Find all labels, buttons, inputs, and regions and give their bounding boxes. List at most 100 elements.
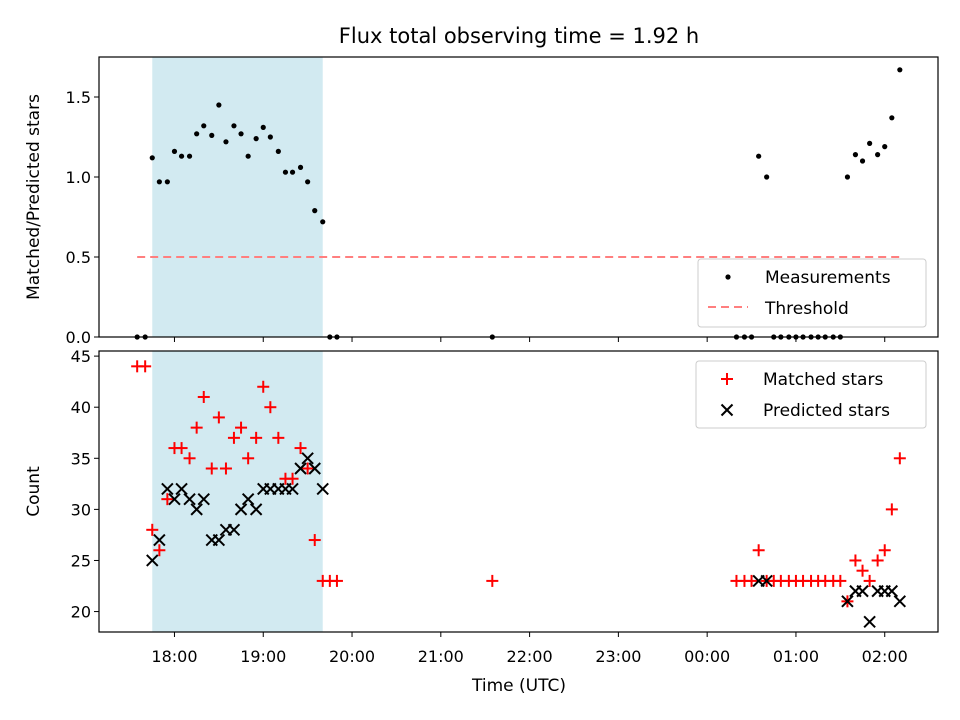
predicted-stars-point [227, 523, 241, 537]
measurements-point [201, 123, 207, 129]
predicted-stars-point [893, 595, 907, 608]
predicted-stars-point [146, 554, 159, 567]
y-tick-label: 30 [71, 500, 91, 519]
matched-stars-point [219, 462, 232, 475]
measurements-point [897, 67, 903, 73]
predicted-stars-point [841, 595, 854, 608]
matched-stars-point [745, 574, 758, 587]
legend-box [695, 360, 927, 429]
measurements-point [194, 131, 200, 137]
measurements-point [844, 174, 851, 180]
y-tick-label: 0.0 [66, 328, 91, 347]
y-tick-label: 20 [71, 603, 91, 622]
measurements-point [882, 144, 888, 150]
predicted-stars-point [301, 452, 314, 465]
legend-symbol-measurements [725, 274, 731, 280]
predicted-stars-point [308, 462, 321, 475]
y-tick-label: 45 [71, 347, 91, 366]
matched-stars-point [139, 360, 152, 373]
matched-stars-point [856, 564, 869, 577]
shaded-span [152, 57, 323, 337]
matched-stars-point [183, 452, 196, 465]
measurements-point [223, 139, 229, 145]
matched-stars-point [153, 544, 166, 557]
matched-stars-point [227, 431, 240, 444]
matched-stars-point [878, 544, 891, 557]
legend-symbol-predicted-stars [720, 403, 734, 417]
matched-stars-point [294, 442, 307, 455]
measurements-point [156, 179, 162, 185]
measurements-point [852, 152, 859, 158]
legend-box [697, 258, 927, 328]
measurements-point [209, 132, 215, 138]
measurements-point [171, 148, 178, 154]
y-tick-label: 25 [71, 551, 91, 570]
matched-stars-point [308, 534, 321, 547]
matched-stars-point [190, 421, 203, 434]
x-tick-label: 00:00 [684, 647, 730, 666]
top-y-axis-label: Matched/Predicted stars [24, 94, 44, 300]
matched-stars-point [242, 452, 255, 465]
predicted-stars-point [168, 492, 181, 506]
legend-label-matched-stars: Matched stars [763, 370, 883, 390]
matched-stars-point [885, 503, 898, 516]
x-axis-label: Time (UTC) [471, 676, 566, 696]
x-tick-label: 01:00 [773, 647, 819, 666]
measurements-point [275, 148, 281, 154]
matched-stars-point [272, 431, 285, 444]
x-tick-label: 21:00 [418, 647, 464, 666]
matched-stars-point [205, 462, 218, 475]
measurements-point [245, 153, 251, 159]
matched-stars-point [235, 421, 248, 434]
predicted-stars-point [234, 503, 248, 516]
measurements-point [216, 102, 222, 108]
top-legend: Measurements Threshold [697, 258, 927, 328]
legend-plus-marker [721, 373, 733, 385]
predicted-stars-point [885, 584, 899, 598]
measurements-point [282, 169, 289, 175]
measurements-point [238, 131, 244, 137]
x-tick-label: 18:00 [151, 647, 197, 666]
measurements-point [305, 179, 311, 185]
matched-stars-point [871, 554, 884, 567]
matched-stars-point [752, 544, 765, 557]
x-tick-label: 02:00 [862, 647, 908, 666]
predicted-stars-point [161, 482, 174, 496]
matched-stars-point [212, 411, 225, 424]
matched-stars-point [301, 462, 314, 475]
matched-stars-point [863, 574, 876, 587]
legend-label-threshold: Threshold [764, 299, 849, 319]
matched-stars-point [197, 390, 210, 403]
matched-stars-point [146, 523, 159, 536]
y-tick-label: 1.5 [66, 88, 91, 107]
measurements-point [297, 164, 304, 170]
matched-stars-point [286, 472, 299, 485]
x-tick-label: 20:00 [329, 647, 375, 666]
measurements-point [149, 155, 155, 161]
y-tick-label: 40 [71, 398, 91, 417]
top-panel-frame [98, 56, 939, 338]
measurements-point [260, 124, 266, 130]
predicted-stars-point [241, 492, 255, 506]
matched-stars-point [486, 574, 499, 587]
x-tick-label: 22:00 [507, 647, 553, 666]
bottom-panel: 20 25 30 35 40 45 Count Matched stars Predict… [24, 347, 939, 637]
matched-stars-point [330, 574, 343, 587]
predicted-stars-point [249, 503, 263, 516]
top-panel: 0.0 0.5 1.0 1.5 Matched/Predicted stars Mea… [24, 56, 939, 347]
measurements-point [756, 153, 762, 159]
predicted-stars-point [197, 492, 210, 506]
legend-label-predicted-stars: Predicted stars [763, 401, 890, 421]
predicted-stars-point [183, 492, 196, 506]
measurements-point [178, 153, 185, 159]
measurements-point [312, 208, 318, 214]
measurements-point [867, 140, 873, 146]
matched-stars-point [257, 380, 270, 393]
matched-stars-point [161, 493, 174, 506]
measurements-point [186, 153, 193, 159]
matched-stars-point [849, 554, 862, 567]
measurements-point [289, 169, 296, 175]
measurements-point [231, 123, 237, 129]
